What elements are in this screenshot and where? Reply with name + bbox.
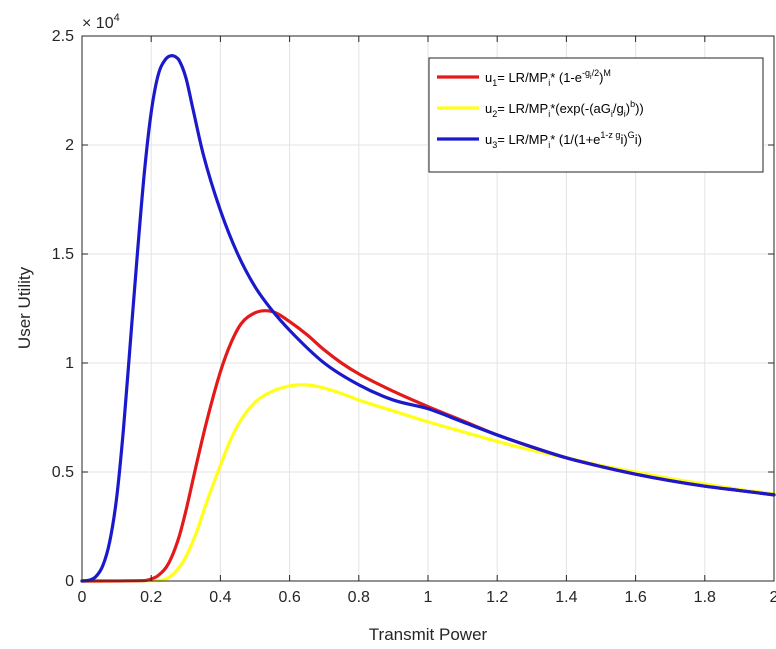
x-tick-label: 2 — [770, 589, 776, 606]
x-tick-label: 1 — [424, 589, 433, 606]
legend-entry-u3: u3= LR/MPi* (1/(1+e1-z gi)Gi) — [485, 130, 642, 150]
y-tick-label: 0.5 — [52, 464, 74, 481]
x-tick-label: 0.8 — [348, 589, 370, 606]
x-tick-label: 1.8 — [694, 589, 716, 606]
series-line-u3 — [80, 54, 776, 583]
y-axis: 0 0.5 1 1.5 2 2.5 — [52, 28, 774, 590]
legend-entry-u1: u1= LR/MPi* (1-e-gi/2)M — [485, 68, 611, 88]
series-layer — [80, 54, 776, 583]
y-tick-label: 1.5 — [52, 246, 74, 263]
x-tick-label: 0.6 — [278, 589, 300, 606]
x-axis-title: Transmit Power — [369, 625, 488, 644]
x-tick-label: 1.4 — [555, 589, 577, 606]
y-tick-label: 1 — [65, 355, 74, 372]
y-tick-label: 2.5 — [52, 28, 74, 45]
y-tick-label: 0 — [65, 573, 74, 590]
y-axis-title: User Utility — [15, 266, 34, 349]
y-tick-label: 2 — [65, 137, 74, 154]
x-tick-label: 1.6 — [624, 589, 646, 606]
legend-entry-u2: u2= LR/MPi*(exp(-(aGi/gi)b)) — [485, 99, 644, 119]
y-exponent-label: × 104 — [82, 12, 120, 32]
x-axis: 0 0.2 0.4 0.6 0.8 1 1.2 1.4 1.6 1.8 2 — [78, 36, 776, 606]
x-tick-label: 0.2 — [140, 589, 162, 606]
x-tick-label: 1.2 — [486, 589, 508, 606]
x-tick-label: 0 — [78, 589, 87, 606]
legend-box — [428, 57, 764, 173]
legend: u1= LR/MPi* (1-e-gi/2)M u2= LR/MPi*(exp(-… — [428, 57, 764, 173]
x-tick-label: 0.4 — [209, 589, 231, 606]
